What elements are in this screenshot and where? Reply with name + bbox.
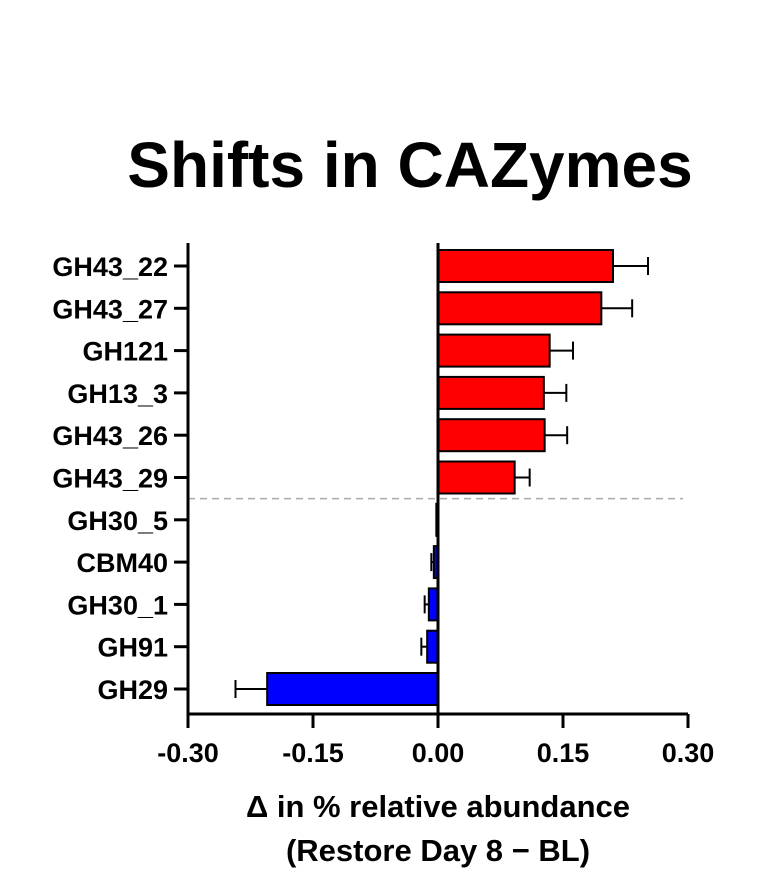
x-tick-labels: -0.30 -0.15 0.00 0.15 0.30 — [157, 738, 714, 768]
bar-gh43_26 — [437, 418, 546, 453]
x-tick-label-2: 0.00 — [412, 738, 465, 768]
category-label-gh121: GH121 — [82, 337, 168, 367]
category-label-gh43_27: GH43_27 — [52, 294, 168, 324]
x-tick-label-0: -0.30 — [157, 738, 219, 768]
bar-gh121 — [437, 333, 551, 368]
x-axis-label: Δ in % relative abundance — [246, 789, 630, 824]
category-label-gh43_26: GH43_26 — [52, 421, 168, 451]
x-axis-label-line-2: (Restore Day 8 − BL) — [286, 833, 590, 868]
axes-layer — [174, 243, 690, 728]
category-label-gh29: GH29 — [97, 675, 168, 705]
category-label-gh13_3: GH13_3 — [67, 379, 168, 409]
bar-gh91 — [426, 629, 439, 664]
bar-gh43_29 — [437, 460, 516, 495]
bar-gh29 — [266, 672, 439, 706]
bars-layer — [266, 249, 614, 706]
bar-gh43_27 — [437, 291, 603, 326]
category-label-gh43_29: GH43_29 — [52, 464, 168, 494]
error-bars-layer — [234, 257, 649, 698]
x-tick-label-3: 0.15 — [537, 738, 590, 768]
category-label-gh43_22: GH43_22 — [52, 252, 168, 282]
x-tick-label-4: 0.30 — [662, 738, 715, 768]
category-label-gh91: GH91 — [97, 633, 168, 663]
chart-title: Shifts in CAZymes — [127, 129, 692, 201]
x-tick-label-1: -0.15 — [282, 738, 344, 768]
bar-gh43_22 — [437, 249, 614, 283]
category-label-gh30_5: GH30_5 — [67, 506, 168, 536]
category-label-gh30_1: GH30_1 — [67, 590, 168, 620]
category-label-cbm40: CBM40 — [76, 548, 168, 578]
bar-gh13_3 — [437, 375, 545, 410]
category-labels: GH43_22 GH43_27 GH121 GH13_3 GH43_26 GH43_29 G… — [52, 252, 168, 705]
